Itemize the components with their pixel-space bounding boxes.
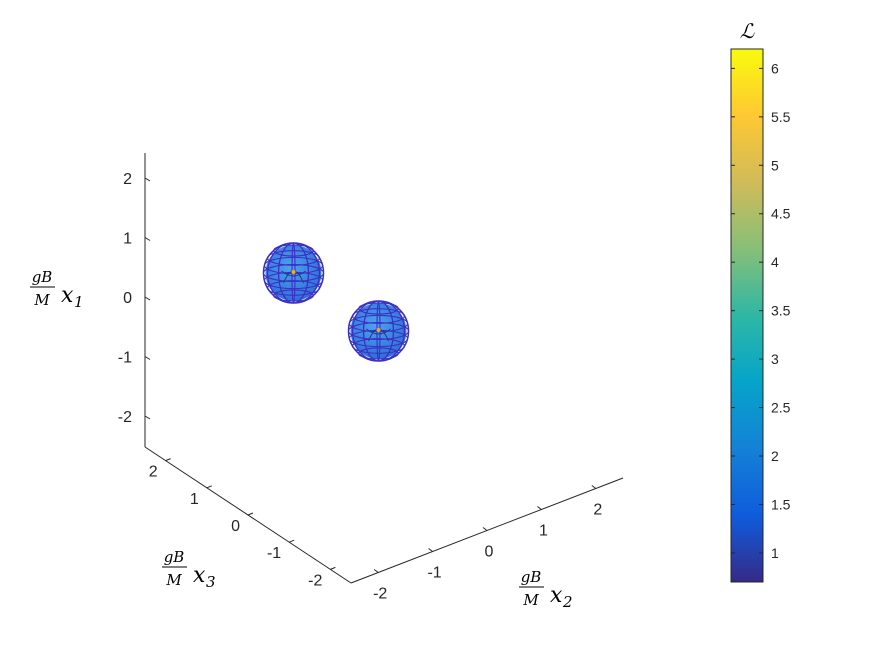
x1-label-denominator: M [33, 291, 50, 309]
x1-ticks: 2 1 0 -1 -2 [118, 171, 151, 426]
colorbar-tick-label: 4.5 [771, 206, 791, 222]
colorbar-tick-label: 6 [771, 60, 779, 76]
x2-label-denominator: M [522, 591, 539, 609]
x3-label-numerator: gB [164, 548, 185, 566]
x3-tick-label: -2 [308, 572, 322, 589]
x2-label-numerator: gB [521, 568, 542, 586]
colorbar-title: ℒ [740, 19, 755, 43]
x3-tick-label: -1 [267, 545, 281, 562]
colorbar-tick-label: 2 [771, 448, 779, 464]
x3-label-variable: x [193, 563, 206, 588]
x1-axis-label: gB M x 1 [30, 268, 84, 311]
x1-tick-label: 2 [123, 171, 132, 188]
x3-tick-label: 0 [231, 518, 240, 535]
x3-tick-mark [247, 512, 254, 516]
sphere-core-point [376, 328, 381, 332]
x2-tick-label: -1 [427, 565, 441, 582]
x1-tick-label: -2 [118, 409, 132, 426]
colorbar-tick-label: 3.5 [771, 303, 791, 319]
x1-tick-mark [144, 415, 151, 420]
x3-tick-mark [289, 539, 295, 543]
colorbar-tick-label: 1 [771, 545, 779, 561]
x2-label-variable: x [550, 583, 563, 608]
x1-tick-label: -1 [118, 350, 132, 367]
x2-label-subscript: 2 [562, 593, 573, 611]
sphere-1 [262, 242, 325, 304]
colorbar-ticks: 6 5.5 5 4.5 4 3.5 3 2.5 2 1.5 1 [731, 60, 791, 561]
x1-label-variable: x [61, 283, 74, 308]
x2-tick-mark [591, 485, 597, 489]
colorbar-tick-label: 5 [771, 157, 779, 173]
x2-axis-label: gB M x 2 [519, 568, 573, 611]
x3-label-subscript: 3 [206, 573, 216, 591]
x1-tick-label: 1 [123, 231, 132, 248]
sphere-inner-arc [281, 270, 306, 277]
colorbar-tick-label: 4 [771, 254, 779, 270]
colorbar-tick-label: 5.5 [771, 109, 791, 125]
x3-label-denominator: M [165, 571, 182, 589]
colorbar-tick-label: 3 [771, 351, 779, 367]
x1-tick-mark [144, 356, 151, 360]
x3-tick-label: 1 [190, 491, 199, 508]
sphere-2 [347, 300, 410, 362]
x3-ticks: 2 1 0 -1 -2 [149, 458, 336, 589]
sphere-surfaces [262, 242, 410, 362]
x1-tick-mark [144, 177, 151, 182]
sphere-outline [347, 300, 410, 362]
x1-tick-label: 0 [123, 290, 132, 307]
x2-tick-mark [482, 527, 488, 531]
colorbar-tick-label: 1.5 [771, 496, 791, 512]
colorbar-tick-label: 2.5 [771, 400, 791, 416]
x1-tick-mark [144, 296, 151, 301]
x1-tick-mark [144, 237, 151, 241]
x3-tick-label: 2 [149, 464, 158, 481]
sphere-core-point [291, 270, 296, 274]
colorbar-bar [730, 48, 764, 583]
sphere-outline [262, 242, 325, 304]
x2-tick-label: 2 [593, 502, 602, 519]
sphere-inner-arc [366, 328, 391, 335]
x2-tick-label: -2 [373, 586, 387, 603]
x2-tick-label: 0 [485, 544, 494, 561]
axes: 2 1 0 -1 -2 2 1 0 -1 -2 -2 -1 0 1 2 gB M x 1 gB M x … [30, 153, 624, 611]
x3-axis-label: gB M x 3 [162, 548, 216, 591]
x1-label-subscript: 1 [74, 293, 84, 311]
x3-tick-mark [165, 458, 171, 462]
x3-tick-mark [206, 485, 212, 489]
x1-label-numerator: gB [32, 268, 53, 286]
x2-ticks: -2 -1 0 1 2 [373, 485, 602, 603]
x2-tick-mark [373, 569, 379, 573]
x3-tick-mark [330, 566, 336, 570]
x2-tick-mark [537, 506, 542, 510]
x2-tick-mark [428, 548, 433, 552]
colorbar: 6 5.5 5 4.5 4 3.5 3 2.5 2 1.5 1 ℒ [730, 19, 791, 583]
x2-tick-label: 1 [539, 523, 548, 540]
